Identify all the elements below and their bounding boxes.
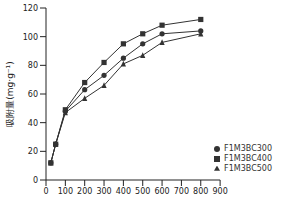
svg-text:100: 100 [23, 33, 38, 42]
svg-text:200: 200 [77, 187, 92, 196]
svg-text:700: 700 [174, 187, 189, 196]
svg-text:800: 800 [193, 187, 208, 196]
svg-text:600: 600 [154, 187, 169, 196]
svg-text:60: 60 [28, 90, 38, 99]
html-text:F1M3BC400: F1M3BC400 [224, 154, 272, 163]
svg-text:0: 0 [33, 176, 38, 185]
svg-text:400: 400 [116, 187, 131, 196]
svg-text:0: 0 [43, 187, 48, 196]
svg-text:20: 20 [28, 147, 38, 156]
svg-text:120: 120 [23, 4, 38, 13]
svg-text:300: 300 [96, 187, 111, 196]
html-text:F1M3BC300: F1M3BC300 [224, 144, 272, 153]
svg-text:500: 500 [135, 187, 150, 196]
svg-text:80: 80 [28, 61, 38, 70]
svg-text:吸附量(mg·g⁻¹): 吸附量(mg·g⁻¹) [8, 61, 15, 126]
svg-text:40: 40 [28, 119, 38, 128]
svg-text:900: 900 [212, 187, 227, 196]
svg-text:100: 100 [58, 187, 73, 196]
html-text:F1M3BC500: F1M3BC500 [224, 164, 272, 173]
